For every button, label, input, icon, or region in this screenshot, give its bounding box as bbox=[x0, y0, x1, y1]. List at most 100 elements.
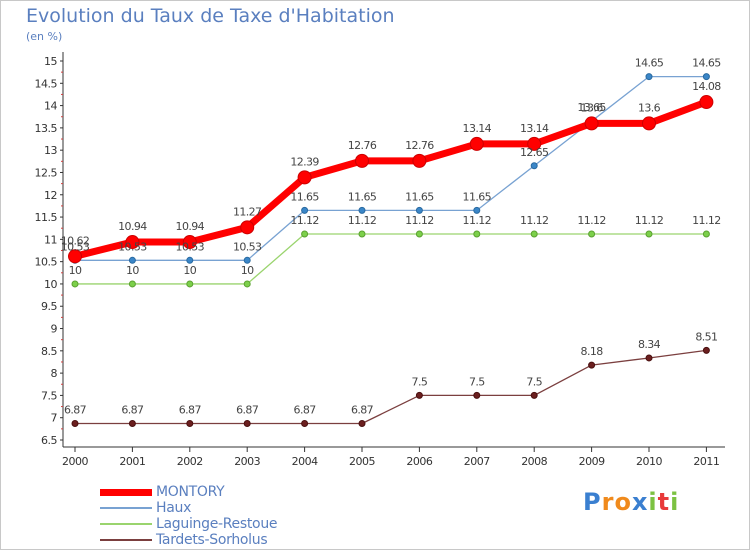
data-label: 11.27 bbox=[233, 205, 262, 218]
data-label: 10.62 bbox=[61, 234, 90, 247]
x-tick-label: 2001 bbox=[119, 455, 145, 468]
data-point bbox=[128, 256, 136, 264]
data-point bbox=[473, 206, 481, 214]
data-label: 14.08 bbox=[692, 80, 721, 93]
x-tick-label: 2005 bbox=[349, 455, 375, 468]
data-label: 10 bbox=[183, 264, 196, 277]
x-tick-label: 2006 bbox=[406, 455, 432, 468]
data-label: 12.76 bbox=[405, 139, 434, 152]
data-label: 11.12 bbox=[577, 214, 606, 227]
data-point bbox=[645, 73, 653, 81]
y-tick-label: 12 bbox=[44, 189, 57, 202]
data-point bbox=[358, 206, 366, 214]
data-label: 7.5 bbox=[469, 375, 485, 388]
data-label: 7.5 bbox=[526, 375, 542, 388]
x-tick-label: 2011 bbox=[693, 455, 719, 468]
legend-swatch bbox=[100, 488, 152, 496]
data-point bbox=[642, 116, 656, 131]
legend-label: Haux bbox=[156, 500, 192, 516]
data-label: 11.12 bbox=[348, 214, 377, 227]
data-label: 12.76 bbox=[348, 139, 377, 152]
data-label: 6.87 bbox=[351, 404, 374, 417]
legend-item: Laguinge-Restoue bbox=[100, 516, 278, 532]
legend-label: MONTORY bbox=[156, 484, 225, 500]
series-line-haux bbox=[74, 75, 708, 261]
data-label: 11.12 bbox=[290, 214, 319, 227]
data-point bbox=[473, 391, 481, 399]
data-point bbox=[355, 153, 369, 168]
y-tick-label: 8 bbox=[51, 367, 58, 380]
y-tick-label: 10 bbox=[44, 278, 57, 291]
data-point bbox=[71, 420, 79, 428]
data-label: 13.6 bbox=[638, 101, 661, 114]
data-label: 8.18 bbox=[581, 345, 604, 358]
data-point bbox=[415, 206, 423, 214]
data-point bbox=[702, 73, 710, 81]
chart-subtitle: (en %) bbox=[26, 30, 63, 43]
data-label: 14.65 bbox=[635, 57, 664, 70]
data-point bbox=[415, 391, 423, 399]
data-label: 10 bbox=[126, 264, 139, 277]
y-tick-label: 13 bbox=[44, 144, 57, 157]
data-label: 11.12 bbox=[520, 214, 549, 227]
y-tick-label: 12.5 bbox=[35, 166, 58, 179]
data-label: 10.53 bbox=[118, 240, 147, 253]
series-line-laguinge-restoue bbox=[74, 233, 708, 285]
data-point bbox=[240, 220, 255, 235]
x-tick-label: 2000 bbox=[62, 455, 88, 468]
x-tick-label: 2010 bbox=[636, 455, 662, 468]
data-point bbox=[588, 230, 596, 238]
logo-letter: t bbox=[657, 488, 671, 516]
y-tick-label: 11.5 bbox=[35, 211, 58, 224]
data-label: 6.87 bbox=[179, 404, 202, 417]
data-label: 10.53 bbox=[176, 240, 205, 253]
series-line-tardets-sorholus bbox=[74, 349, 708, 425]
data-point bbox=[527, 136, 542, 151]
data-point bbox=[128, 280, 136, 288]
data-point bbox=[301, 206, 309, 214]
x-tick-label: 2004 bbox=[292, 455, 318, 468]
x-tick-label: 2008 bbox=[521, 455, 547, 468]
legend-swatch bbox=[100, 539, 152, 541]
data-point bbox=[473, 230, 481, 238]
data-label: 8.51 bbox=[695, 330, 717, 343]
series-line-montory bbox=[71, 98, 710, 260]
data-label: 14.65 bbox=[692, 57, 721, 70]
data-point bbox=[584, 116, 599, 131]
data-label: 7.5 bbox=[412, 375, 428, 388]
data-point bbox=[415, 230, 423, 238]
data-point bbox=[186, 280, 194, 288]
y-tick-label: 15 bbox=[44, 55, 57, 68]
data-label: 11.12 bbox=[635, 214, 664, 227]
data-label: 13.6 bbox=[581, 101, 604, 114]
data-label: 13.65 bbox=[577, 101, 606, 114]
data-point bbox=[358, 420, 366, 428]
x-tick-label: 2007 bbox=[464, 455, 490, 468]
legend-label: Tardets-Sorholus bbox=[156, 532, 268, 548]
data-point bbox=[301, 230, 309, 238]
data-label: 11.12 bbox=[463, 214, 492, 227]
y-tick-label: 14.5 bbox=[35, 77, 58, 90]
data-point bbox=[297, 170, 312, 185]
data-label: 11.65 bbox=[463, 190, 492, 203]
data-label: 11.12 bbox=[692, 214, 721, 227]
data-point bbox=[71, 280, 79, 288]
legend-swatch bbox=[100, 507, 152, 509]
logo-letter: x bbox=[631, 488, 649, 516]
data-point bbox=[125, 235, 140, 250]
data-label: 10 bbox=[69, 264, 82, 277]
logo-letter: r bbox=[601, 488, 615, 516]
legend-label: Laguinge-Restoue bbox=[156, 516, 278, 532]
data-point bbox=[469, 136, 484, 151]
logo-letter: P bbox=[583, 488, 602, 516]
data-label: 10 bbox=[241, 264, 254, 277]
y-tick-label: 10.5 bbox=[35, 256, 58, 269]
legend-item: Tardets-Sorholus bbox=[100, 532, 277, 548]
data-point bbox=[186, 420, 194, 428]
data-label: 6.87 bbox=[64, 404, 87, 417]
data-label: 11.65 bbox=[405, 190, 434, 203]
data-label: 10.94 bbox=[176, 220, 205, 233]
legend-item: Haux bbox=[100, 500, 277, 516]
data-point bbox=[243, 420, 251, 428]
